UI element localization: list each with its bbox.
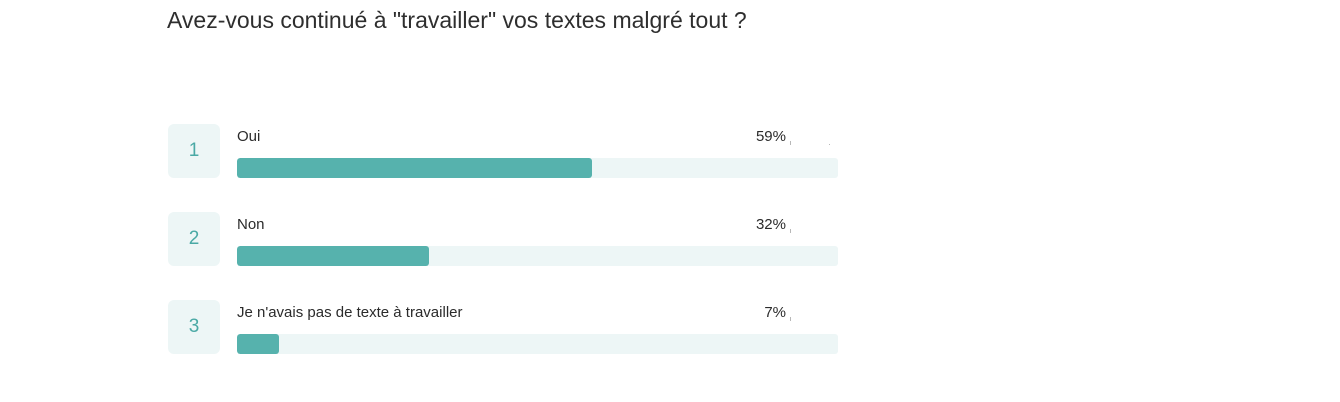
answer-percentage: 7% xyxy=(764,304,786,321)
answer-bar-fill xyxy=(237,246,429,266)
answer-rank: 2 xyxy=(168,212,220,266)
answer-bar-track xyxy=(237,334,838,354)
percentage-tick-mark xyxy=(790,141,791,145)
answer-label: Oui xyxy=(237,128,261,145)
answer-bar-fill xyxy=(237,158,592,178)
answer-bar-track xyxy=(237,158,838,178)
question-title: Avez-vous continué à "travailler" vos te… xyxy=(167,7,747,33)
answer-row: 1 Oui 59% xyxy=(168,124,848,180)
answer-rank: 1 xyxy=(168,124,220,178)
answer-label: Je n'avais pas de texte à travailler xyxy=(237,304,463,321)
answer-percentage: 32% xyxy=(755,216,786,233)
answer-bar-track xyxy=(237,246,838,266)
answer-bar-fill xyxy=(237,334,279,354)
answer-row: 2 Non 32% xyxy=(168,212,848,268)
answer-percentage: 59% xyxy=(755,128,786,145)
answer-row: 3 Je n'avais pas de texte à travailler 7% xyxy=(168,300,848,356)
answer-rank: 3 xyxy=(168,300,220,354)
decorative-dot xyxy=(829,144,830,145)
percentage-tick-mark xyxy=(790,229,791,233)
percentage-tick-mark xyxy=(790,317,791,321)
answer-label: Non xyxy=(237,216,265,233)
